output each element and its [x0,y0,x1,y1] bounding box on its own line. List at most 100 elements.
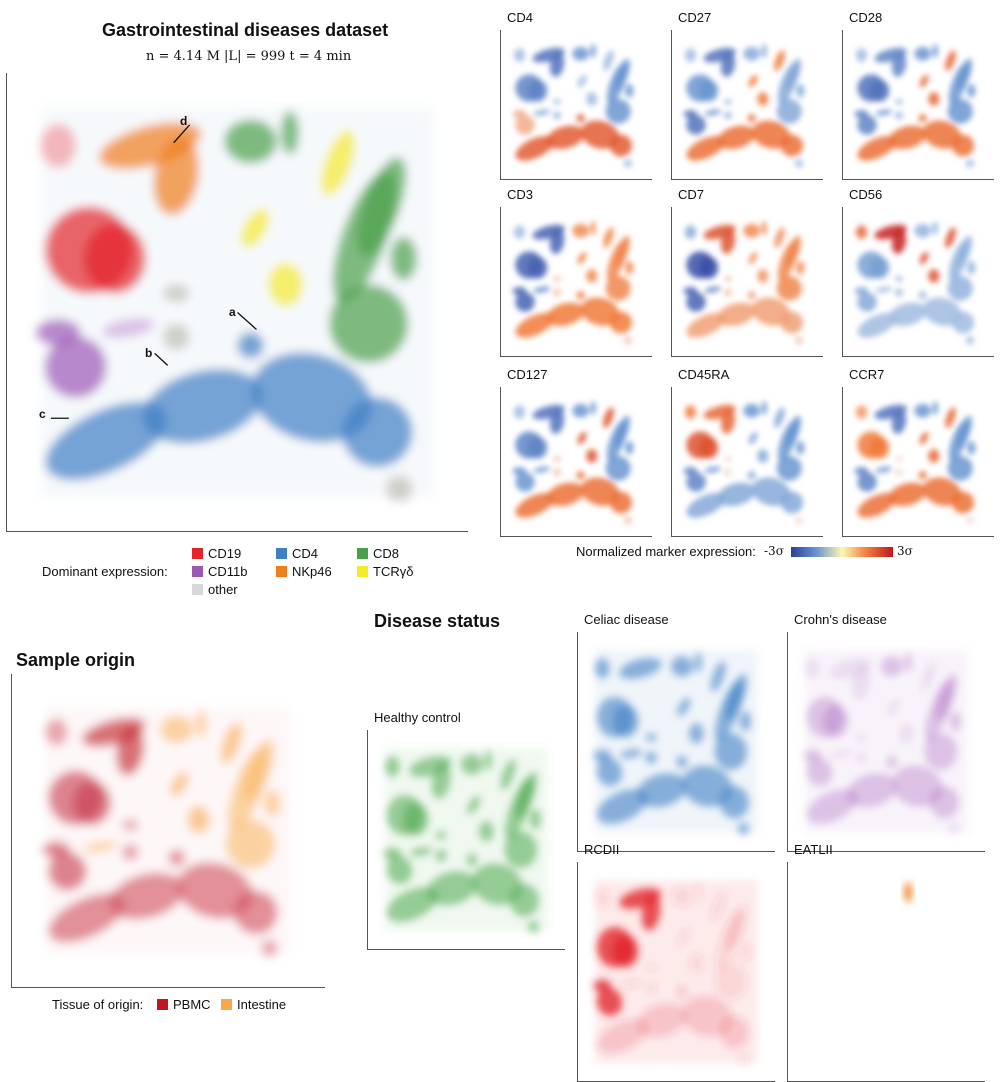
cluster-density [281,111,299,155]
colorbar [791,547,893,557]
disease-panel-title: Healthy control [374,710,461,725]
cluster-density [596,1019,648,1054]
cluster-density [590,401,596,415]
cluster-density [605,99,631,124]
cluster-density [320,130,356,197]
cluster-density [45,401,168,480]
cluster-density [918,114,927,123]
cluster-density [855,751,867,764]
cluster-density [613,934,639,968]
cluster-density [919,432,929,445]
cluster-density [410,847,432,857]
cluster-density [780,134,804,157]
cluster-density [747,114,756,123]
cluster-density [605,456,631,481]
marker-panel-title: CCR7 [849,367,885,382]
cluster-contour [832,887,868,928]
cluster-density [947,99,973,124]
cluster-density [830,749,852,759]
cluster-density [403,802,429,836]
cluster-density [576,471,585,480]
cluster-density [914,223,932,238]
legend-swatch [192,584,203,595]
cluster-density [577,75,587,88]
cluster-density [237,332,264,359]
legend-swatch [357,548,368,559]
cluster-density [645,963,657,972]
cluster-density [590,44,596,58]
marker-panel-cd56 [842,207,994,357]
density-layer [593,880,758,1065]
main-title: Gastrointestinal diseases dataset [102,20,389,40]
cluster-contour [814,935,818,940]
cluster-density [720,409,736,434]
cluster-density [240,208,270,248]
cluster-contour [463,754,490,778]
legend-item-6: other [192,582,238,597]
marker-panel-title: CD3 [507,187,534,202]
cluster-density [390,236,417,281]
cluster-density [596,987,623,1016]
cluster-density [533,286,550,293]
marker-density-svg [683,221,805,345]
cluster-density [932,221,938,235]
origin-legend-intestine: Intestine [221,997,286,1012]
legend-swatch [192,566,203,577]
cluster-density [577,432,587,445]
cluster-density [887,697,901,717]
cluster-density [785,58,802,90]
cluster-density [869,79,890,102]
density-layer [42,707,292,957]
cluster-density [703,47,736,63]
cluster-density [623,516,633,525]
cluster-density [717,482,756,507]
cluster-contour [809,981,822,991]
cluster-density [533,466,550,473]
cluster-density [923,297,962,326]
cluster-density [603,50,614,72]
cluster-density [869,256,890,279]
cluster-density [796,83,805,98]
cluster-density [572,403,590,418]
marker-panel-cd127 [500,387,652,537]
intestine-label: Intestine [237,997,287,1012]
cluster-contour [854,963,863,969]
main-embedding-plot: a b c d [6,73,468,532]
cluster-density [515,312,555,338]
cluster-density [698,256,719,279]
cluster-density [951,134,975,157]
cluster-density [549,52,565,77]
cluster-density [671,886,693,907]
cluster-density [641,894,661,931]
cluster-density [928,449,940,463]
cluster-density [596,757,623,786]
cluster-density [875,466,892,473]
cluster-density [484,750,492,771]
legend-item-5: TCRγδ [357,564,413,579]
density-layer [683,221,805,345]
cluster-density [689,723,704,744]
cluster-density [743,223,761,238]
disease-panel-2 [787,632,985,852]
cluster-density [45,336,107,398]
cluster-density [855,405,868,420]
cluster-density [780,491,804,514]
marker-panel-cd28 [842,30,994,180]
cluster-density [435,831,447,840]
cluster-density [576,114,585,123]
cluster-density [552,468,562,477]
cluster-density [920,661,936,692]
cluster-density [532,47,565,63]
cluster-density [698,436,719,459]
cluster-density [794,336,804,345]
cluster-density [948,822,959,835]
cluster-density [546,482,585,507]
cluster-density [965,336,975,345]
legend-item-label: NKp46 [292,564,332,579]
cluster-density [725,673,748,720]
cluster-density [682,765,733,807]
legend-item-2: CD8 [357,546,399,561]
cluster-density [684,225,697,240]
cluster-density [427,871,477,906]
density-layer [512,401,634,525]
